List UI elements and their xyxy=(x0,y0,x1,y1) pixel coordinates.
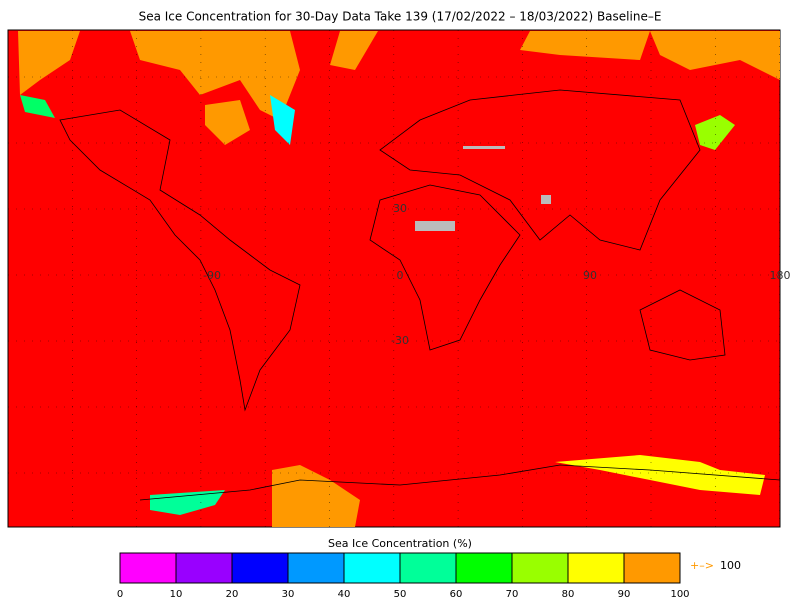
grid-label: 90 xyxy=(583,269,597,282)
ice-patch xyxy=(130,31,300,120)
colorbar-tick-label: 60 xyxy=(450,589,463,600)
grid-label: -90 xyxy=(203,269,221,282)
grid-label: 180 xyxy=(770,269,791,282)
ice-patch xyxy=(555,455,765,495)
coastline xyxy=(59,109,301,412)
grid-label: 30 xyxy=(393,202,407,215)
colorbar-tick-label: 100 xyxy=(670,589,689,600)
coastline xyxy=(639,289,726,361)
ice-patch xyxy=(520,31,650,60)
colorbar-tick-label: 40 xyxy=(338,589,351,600)
colorbar-segment xyxy=(512,553,568,583)
colorbar-tick-label: 0 xyxy=(117,589,123,600)
colorbar-segment xyxy=(176,553,232,583)
grid-label: -30 xyxy=(391,334,409,347)
colorbar-tick-label: 90 xyxy=(618,589,631,600)
ice-patch xyxy=(18,31,80,95)
ice-patch xyxy=(272,465,360,527)
colorbar-segment xyxy=(120,553,176,583)
title: Sea Ice Concentration for 30-Day Data Ta… xyxy=(139,10,662,24)
ice-patch xyxy=(205,100,250,145)
colorbar-segment xyxy=(568,553,624,583)
colorbar-tick-label: 20 xyxy=(226,589,239,600)
colorbar-segment xyxy=(344,553,400,583)
ice-patch xyxy=(695,115,735,150)
graticule xyxy=(8,30,780,527)
colorbar-segment xyxy=(400,553,456,583)
colorbar-segment xyxy=(288,553,344,583)
colorbar-segment xyxy=(232,553,288,583)
coastline xyxy=(139,464,781,501)
colorbar-segment xyxy=(624,553,680,583)
coastline xyxy=(369,184,521,351)
grid-label: 0 xyxy=(397,269,404,282)
colorbar-tick-label: 80 xyxy=(562,589,575,600)
colorbar: 0 10 20 30 40 50 60 70 80 90 100 xyxy=(117,552,690,600)
ice-patch xyxy=(650,31,780,80)
colorbar-tick-label: 70 xyxy=(506,589,519,600)
ice-patch xyxy=(330,31,378,70)
ice-patch xyxy=(20,95,55,118)
overflow-value: 100 xyxy=(720,559,741,572)
colorbar-segment xyxy=(456,553,512,583)
no-data-area xyxy=(415,221,455,231)
grid-labels: 30 -90 0 90 180 -30 xyxy=(203,202,790,347)
overflow-arrow: +–> xyxy=(690,559,714,572)
no-data-area xyxy=(541,195,551,204)
colorbar-tick-label: 50 xyxy=(394,589,407,600)
ice-patch xyxy=(150,490,225,515)
ice-patch xyxy=(270,95,295,145)
colorbar-tick-label: 10 xyxy=(170,589,183,600)
colorbar-title: Sea Ice Concentration (%) xyxy=(328,537,472,550)
colorbar-tick-label: 30 xyxy=(282,589,295,600)
no-data-area xyxy=(463,146,505,149)
coastline xyxy=(379,89,701,251)
